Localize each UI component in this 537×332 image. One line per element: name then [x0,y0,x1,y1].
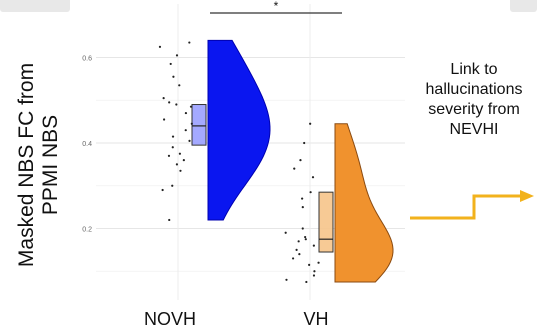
data-point [295,248,298,251]
y-axis-label-line: PPMI NBS [39,115,62,215]
data-point [304,235,307,239]
y-tick-label: 0.4 [82,141,92,148]
data-point [308,263,311,266]
data-point [291,257,295,260]
y-tick-label: 0.2 [82,227,92,234]
box-vh [318,191,334,253]
data-point [171,146,174,149]
violin-vh [334,123,394,283]
annotation-text: Link to hallucinations severity from NEV… [425,61,523,138]
data-point [304,238,307,241]
data-point [169,62,172,66]
top-right-panel-edge [510,0,537,12]
data-point [285,278,288,281]
data-point [303,141,306,145]
data-point [317,261,320,264]
data-point [297,240,300,243]
data-point [178,84,181,87]
data-point [293,167,296,170]
data-point [158,45,162,48]
svg-text:Masked NBS FC fromPPMI NBS: Masked NBS FC fromPPMI NBS [15,63,62,267]
annotation-arrow [410,194,522,220]
data-point [188,139,191,142]
data-point [175,163,179,166]
x-tick-label: NOVH [144,309,196,329]
violin-novh [207,39,271,221]
data-point [189,105,193,108]
top-left-panel-edge [0,0,70,12]
y-tick-label: 0.6 [82,56,92,63]
data-point [161,188,164,192]
data-point [312,244,315,247]
data-point [167,154,171,157]
data-point [313,270,316,273]
significance-marker: * [274,0,279,13]
data-point [172,75,175,78]
data-point [309,191,312,194]
data-point [184,129,187,132]
data-point [301,197,304,200]
data-point [168,101,171,104]
data-point [305,280,308,284]
data-point [175,103,178,106]
data-point [301,227,304,230]
data-point [301,206,304,209]
data-point [184,111,188,115]
data-point [178,152,182,155]
y-axis-label-line: Masked NBS FC from [15,63,38,267]
data-point [168,218,171,222]
data-point [312,274,316,277]
data-point [298,253,301,256]
box-novh [191,104,207,146]
data-point [182,159,185,162]
data-point [162,97,165,100]
data-point [284,231,287,234]
data-point [188,41,191,44]
data-point [190,122,193,125]
data-point [171,184,174,187]
data-point [171,135,175,138]
data-point [175,54,179,57]
data-point [179,169,182,172]
data-point [311,176,315,179]
data-point [309,122,312,125]
data-point [299,159,302,162]
annotation-arrowhead [520,190,534,202]
y-axis-label: Masked NBS FC fromPPMI NBS [15,63,62,267]
x-tick-label: VH [303,309,328,329]
data-point [162,118,166,121]
